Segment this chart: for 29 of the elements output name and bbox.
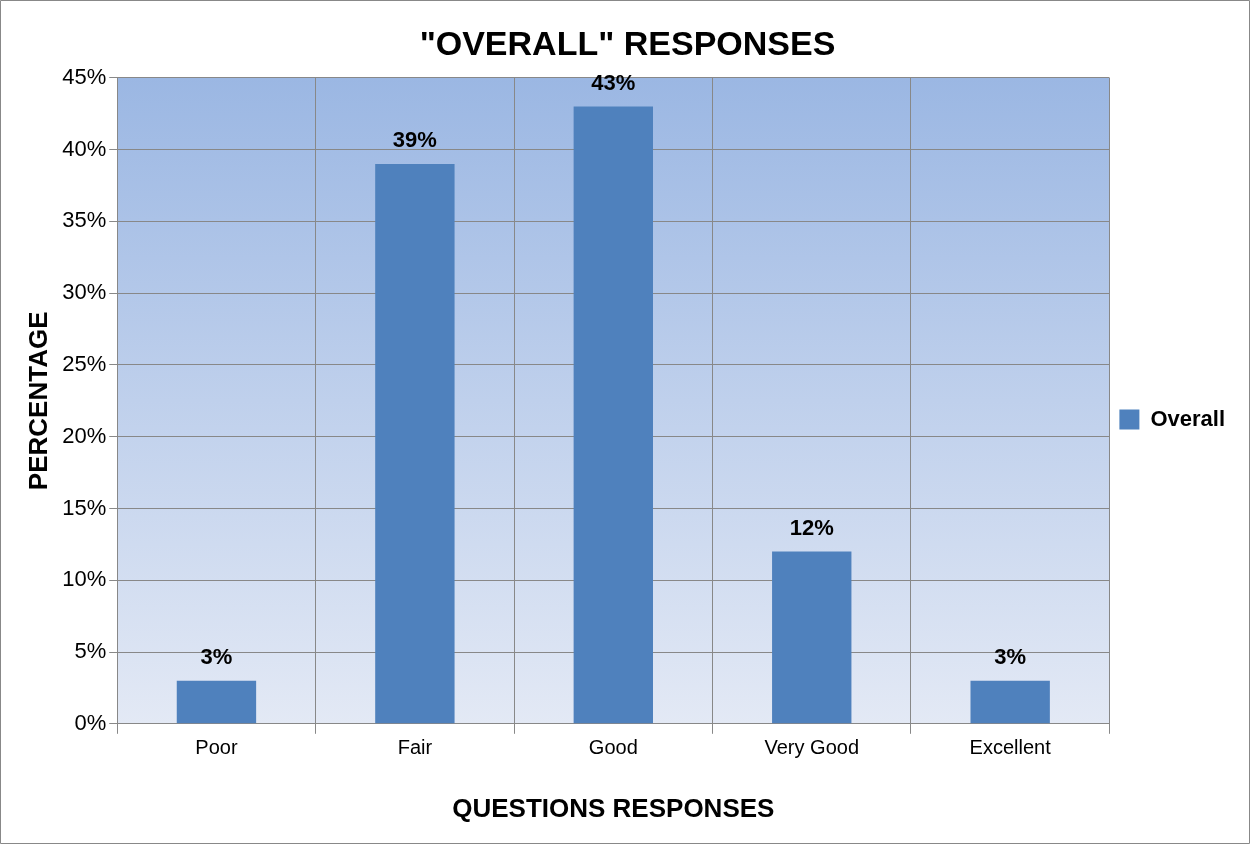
y-tick-label: 0% xyxy=(74,709,107,735)
data-label: 39% xyxy=(392,127,437,152)
y-tick-label: 40% xyxy=(62,135,107,161)
x-tick-label: Poor xyxy=(195,736,238,759)
bar xyxy=(375,163,455,724)
x-tick-label: Fair xyxy=(397,736,433,759)
y-tick-label: 25% xyxy=(62,350,107,376)
bar xyxy=(772,551,852,724)
y-tick-label: 20% xyxy=(62,422,107,448)
x-axis-title: QUESTIONS RESPONSES xyxy=(452,792,775,823)
bar xyxy=(176,680,257,724)
x-tick-label: Good xyxy=(588,736,638,759)
y-tick-label: 15% xyxy=(62,494,107,520)
y-tick-label: 30% xyxy=(62,279,107,305)
chart-title: "OVERALL" RESPONSES xyxy=(419,23,836,62)
x-tick-label: Very Good xyxy=(764,736,859,759)
legend-label: Overall xyxy=(1150,405,1225,431)
y-tick-label: 45% xyxy=(62,63,107,89)
data-label: 43% xyxy=(591,69,636,95)
bar xyxy=(573,106,653,724)
y-tick-label: 10% xyxy=(62,566,107,592)
data-label: 12% xyxy=(789,514,834,540)
data-label: 3% xyxy=(994,643,1027,669)
data-label: 3% xyxy=(200,643,233,669)
x-tick-label: Excellent xyxy=(969,736,1052,759)
y-tick-label: 35% xyxy=(62,207,107,233)
y-tick-label: 5% xyxy=(74,638,107,664)
y-axis-title: PERCENTAGE xyxy=(22,311,53,491)
bar xyxy=(970,680,1050,724)
